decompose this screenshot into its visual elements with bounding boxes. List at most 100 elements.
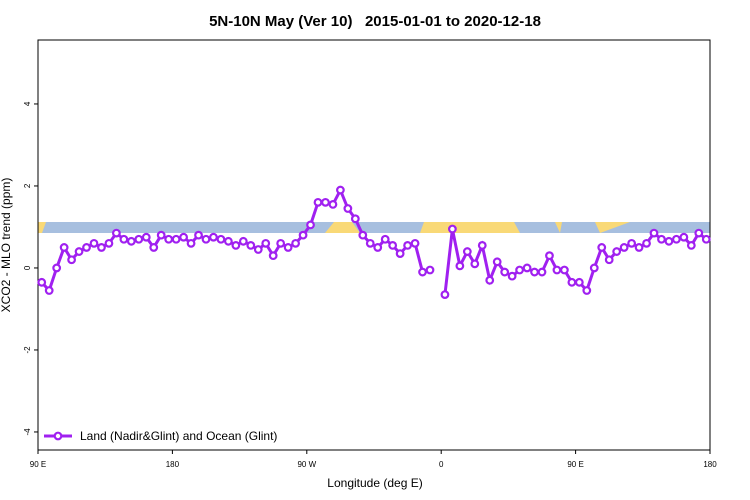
x-tick-label: 90 E <box>567 460 583 469</box>
point <box>403 241 413 250</box>
point <box>246 241 256 250</box>
point <box>149 243 159 252</box>
point <box>567 277 577 287</box>
point <box>134 234 144 244</box>
point <box>52 263 62 273</box>
point <box>298 230 308 240</box>
point <box>343 204 353 213</box>
point <box>209 232 218 242</box>
point <box>657 234 666 244</box>
point <box>694 228 704 238</box>
chart-title: 5N-10N May (Ver 10) 2015-01-01 to 2020-1… <box>209 13 541 30</box>
point <box>679 232 689 242</box>
point <box>612 247 622 256</box>
point <box>425 265 435 275</box>
point <box>448 224 457 234</box>
point <box>545 251 554 261</box>
land-patch <box>555 222 562 233</box>
point <box>604 255 614 265</box>
point <box>141 232 151 242</box>
point <box>492 257 502 267</box>
point <box>589 263 599 273</box>
point <box>462 247 472 256</box>
point <box>634 243 644 252</box>
point <box>410 238 420 248</box>
y-tick-label: 4 <box>23 101 32 106</box>
point <box>238 236 248 246</box>
point <box>126 236 136 246</box>
point <box>574 277 584 287</box>
point <box>701 234 711 244</box>
land-patch <box>325 222 360 233</box>
point <box>89 238 99 248</box>
point <box>328 200 338 209</box>
point <box>156 230 166 240</box>
point <box>164 234 174 244</box>
point <box>223 236 233 246</box>
ocean-band <box>38 222 710 233</box>
point <box>552 265 562 275</box>
point <box>582 286 592 295</box>
point <box>515 265 524 275</box>
x-tick-label: 0 <box>439 460 444 469</box>
point <box>418 267 427 277</box>
point <box>358 230 368 240</box>
point <box>194 230 203 240</box>
point <box>500 267 510 277</box>
point <box>321 197 330 207</box>
point <box>111 228 121 238</box>
land-patch <box>38 222 46 233</box>
point <box>283 243 293 252</box>
y-tick-label: -4 <box>23 428 32 436</box>
point <box>530 267 539 277</box>
point <box>373 243 383 252</box>
point <box>171 234 181 244</box>
point <box>104 238 114 248</box>
map-strip <box>38 222 710 233</box>
point <box>268 251 278 261</box>
point <box>306 220 315 230</box>
point <box>37 277 47 287</box>
land-patch <box>595 222 630 233</box>
point <box>59 243 69 252</box>
point <box>597 243 607 252</box>
point <box>477 241 487 250</box>
x-tick-label: 180 <box>703 460 717 469</box>
point <box>470 259 480 269</box>
land-patch <box>420 222 520 233</box>
x-tick-label: 90 E <box>30 460 46 469</box>
point <box>395 249 405 259</box>
point <box>365 238 375 248</box>
point <box>537 267 547 277</box>
point <box>97 243 106 252</box>
point <box>455 261 465 271</box>
point <box>336 185 345 195</box>
point <box>119 234 129 244</box>
point <box>253 245 263 254</box>
point <box>522 263 532 273</box>
point <box>44 286 54 295</box>
point <box>261 238 271 248</box>
point <box>276 238 286 248</box>
x-tick-label: 180 <box>166 460 180 469</box>
y-tick-label: -2 <box>23 346 32 354</box>
point <box>231 241 241 250</box>
point <box>201 234 211 244</box>
point <box>380 234 390 244</box>
point <box>619 243 629 252</box>
point <box>388 241 398 250</box>
point <box>485 275 495 285</box>
point <box>216 234 226 244</box>
point <box>350 214 360 224</box>
point <box>649 228 659 238</box>
legend-label: Land (Nadir&Glint) and Ocean (Glint) <box>80 429 277 443</box>
point <box>74 247 84 256</box>
x-tick-label: 90 W <box>297 460 316 469</box>
point <box>291 238 301 248</box>
legend-marker <box>53 431 63 441</box>
point <box>560 265 569 275</box>
plot-frame <box>37 39 711 451</box>
x-axis-label: Longitude (deg E) <box>327 476 422 490</box>
y-tick-label: 0 <box>23 265 32 270</box>
point <box>642 238 651 248</box>
